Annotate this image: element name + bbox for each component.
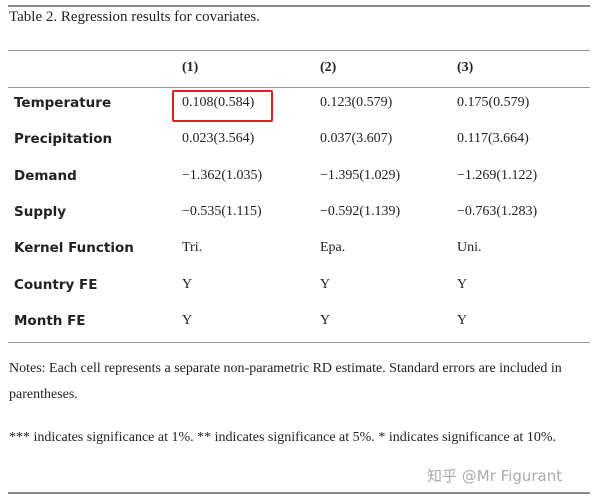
table-row: Supply −0.535(1.115) −0.592(1.139) −0.763(1… [0,202,600,226]
table-row: Precipitation 0.023(3.564) 0.037(3.607) 0.1… [0,129,600,153]
table-cell: −1.395(1.029) [320,167,401,183]
table-cell: Tri. [182,240,203,256]
table-cell: Uni. [457,240,482,256]
table-cell: 0.175(0.579) [457,95,530,110]
table-title: Table 2. Regression results for covariat… [9,9,260,25]
table-row: Temperature 0.108(0.584) 0.123(0.579) 0.175… [0,93,600,117]
note-standard-errors: Notes: Each cell represents a separate n… [9,361,562,402]
table-cell: 0.117(3.664) [457,131,529,147]
table-cell: 0.023(3.564) [182,131,255,147]
row-label: Supply [14,203,67,220]
table-cell: Y [182,276,193,292]
row-label: Kernel Function [14,240,134,257]
table-cell: 0.123(0.579) [320,95,393,110]
table-cell: −0.535(1.115) [182,203,262,219]
header-bottom-rule [8,87,590,88]
table-cell: 0.108(0.584) [182,95,255,110]
row-label: Temperature [14,95,112,111]
table-row: Demand −1.362(1.035) −1.395(1.029) −1.269(1… [0,166,600,190]
top-rule [8,5,590,7]
table-row: Month FE Y Y Y [0,311,600,335]
table-cell: 0.037(3.607) [320,131,393,147]
column-header: (2) [320,60,337,75]
column-header: (1) [182,60,199,75]
row-label: Precipitation [14,131,113,148]
table-cell: −1.269(1.122) [457,167,538,183]
table-row: Kernel Function Tri. Epa. Uni. [0,238,600,262]
table-cell: Y [320,312,331,328]
row-label: Country FE [14,276,98,293]
table-cell: Y [457,312,468,328]
row-label: Month FE [14,312,86,329]
row-label: Demand [14,167,77,184]
table-cell: Epa. [320,240,346,256]
table-cell: −0.592(1.139) [320,203,401,219]
bottom-rule [8,492,590,494]
table-cell: Y [320,276,331,292]
highlight-box [172,90,273,122]
table-cell: −0.763(1.283) [457,203,538,219]
table-row: Country FE Y Y Y [0,275,600,299]
column-header: (3) [457,60,474,75]
note-significance: *** indicates significance at 1%. ** ind… [9,430,556,445]
watermark: 知乎 @Mr Figurant [427,467,563,485]
table-bottom-rule [8,342,590,343]
table-cell: Y [182,312,193,328]
table-cell: Y [457,276,468,292]
header-rule [8,50,590,51]
column-header-row: (1) (2) (3) [0,58,600,82]
table-cell: −1.362(1.035) [182,167,263,183]
